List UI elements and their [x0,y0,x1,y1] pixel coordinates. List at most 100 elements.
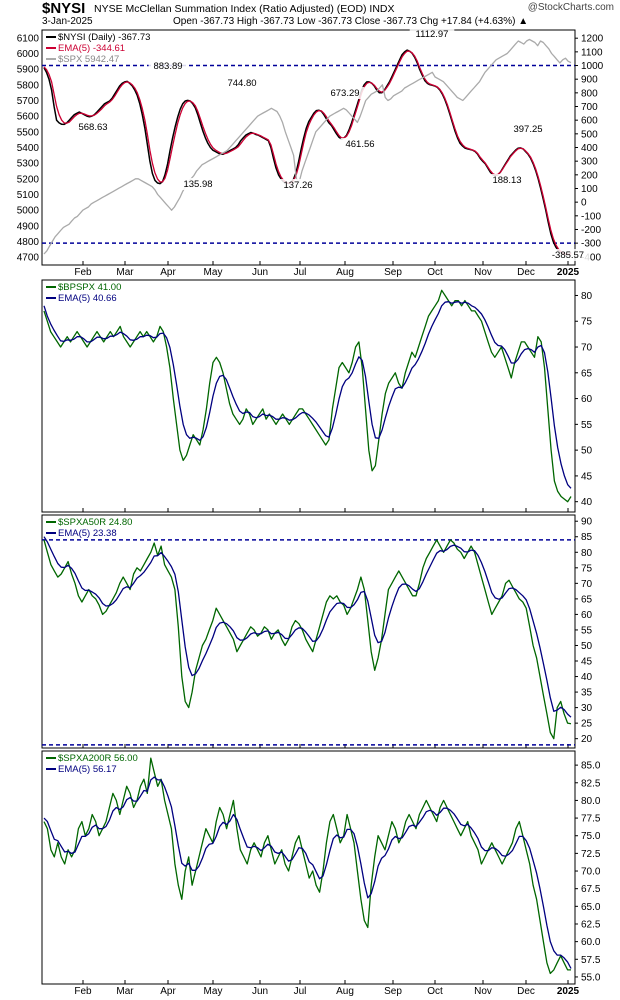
series-line-ema5 [43,536,572,718]
x-tick-label: Dec [517,986,535,997]
x-tick-label: 2025 [557,986,580,997]
x-tick-label: Sep [384,986,402,997]
annotation-box [325,87,365,99]
right-tick-label: 50 [581,641,593,652]
right-tick-label: 800 [581,88,598,99]
x-tick-label: Oct [427,986,443,997]
right-tick-label: 40 [581,672,593,683]
left-tick-label: 5100 [17,190,40,201]
right-tick-label: 1100 [581,47,603,58]
series-line-ema5 [43,776,572,969]
right-tick-label: 20 [581,734,593,745]
x-tick-label: Nov [474,267,492,278]
x-tick-label: Jul [294,267,307,278]
annotation-label: 673.29 [330,88,359,99]
x-tick-label: Apr [160,986,176,997]
left-tick-label: 4800 [17,237,40,248]
right-tick-label: 30 [581,703,593,714]
right-tick-label: 80 [581,548,593,559]
right-tick-label: 57.5 [581,955,601,966]
right-tick-label: 65 [581,368,593,379]
right-tick-label: 40 [581,497,593,508]
series-line-spxa200r [43,757,571,975]
right-tick-label: 70 [581,579,593,590]
right-tick-label: 700 [581,102,598,113]
chart-date: 3-Jan-2025 [42,16,93,27]
right-tick-label: 1000 [581,61,604,72]
x-tick-label: Sep [384,267,402,278]
legend-label: $SPX 5942.47 [58,54,119,65]
legend-label: EMA(5) -344.61 [58,43,125,54]
right-tick-label: 60 [581,394,593,405]
legend-label: EMA(5) 56.17 [58,764,117,775]
right-tick-label: 100 [581,184,598,195]
x-tick-label: Apr [160,267,176,278]
annotation-box [340,138,380,150]
annotation-box [222,77,262,89]
legend-label: EMA(5) 23.38 [58,528,117,539]
x-tick-label: 2025 [557,267,580,278]
right-tick-label: 60.0 [581,937,601,948]
right-tick-label: 35 [581,688,593,699]
right-tick-label: 45 [581,471,593,482]
annotation-box [73,121,113,133]
x-tick-label: Jun [252,986,268,997]
x-tick-label: Mar [116,986,134,997]
annotation-label: 461.56 [345,139,374,150]
annotation-label: -385.57 [552,250,584,261]
right-tick-label: 900 [581,75,598,86]
right-tick-label: 70.0 [581,867,601,878]
right-tick-label: 45 [581,657,593,668]
left-tick-label: 6100 [17,33,40,44]
right-tick-label: 65 [581,594,593,605]
right-tick-label: 55 [581,625,593,636]
x-tick-label: May [204,986,223,997]
right-tick-label: 70 [581,343,593,354]
right-tick-label: -200 [581,225,601,236]
right-tick-label: 1200 [581,34,604,45]
right-tick-label: 85.0 [581,761,601,772]
right-tick-label: 500 [581,129,598,140]
series-line-spx [43,38,572,255]
legend-label: $BPSPX 41.00 [58,282,121,293]
x-tick-label: Aug [336,986,354,997]
annotation-label: 137.26 [283,180,312,191]
right-tick-label: 50 [581,446,593,457]
annotation-label: 568.63 [78,122,107,133]
left-tick-label: 5000 [17,206,40,217]
series-line-bpspx [43,289,572,503]
annotation-label: 883.89 [153,61,182,72]
legend-label: EMA(5) 40.66 [58,293,117,304]
left-tick-label: 5700 [17,96,40,107]
right-tick-label: 80.0 [581,796,601,807]
x-tick-label: Aug [336,267,354,278]
annotation-label: 188.13 [492,175,521,186]
series-line-spxa50r [43,539,572,740]
left-tick-label: 4700 [17,253,40,264]
panel-1-frame [41,279,576,513]
chart-title: NYSE McClellan Summation Index (Ratio Ad… [94,3,395,15]
left-tick-label: 6000 [17,49,40,60]
right-tick-label: 65.0 [581,902,601,913]
annotation-box [148,60,188,72]
right-tick-label: 77.5 [581,814,601,825]
left-tick-label: 4900 [17,221,40,232]
annotation-box [508,123,548,135]
right-tick-label: 200 [581,170,598,181]
annotation-box [487,174,527,186]
right-tick-label: 75 [581,317,593,328]
x-tick-label: May [204,267,223,278]
x-tick-label: Feb [74,986,92,997]
annotation-label: 135.98 [183,179,212,190]
left-tick-label: 5600 [17,112,40,123]
right-tick-label: -400 [581,252,601,263]
annotation-box [278,179,318,191]
annotation-label: 744.80 [227,78,256,89]
left-tick-label: 5300 [17,159,40,170]
x-tick-label: Oct [427,267,443,278]
right-tick-label: 90 [581,517,593,528]
x-tick-label: Jul [294,986,307,997]
right-tick-label: -100 [581,211,601,222]
series-line-ema5 [43,50,572,256]
legend-label: $NYSI (Daily) -367.73 [58,32,150,43]
